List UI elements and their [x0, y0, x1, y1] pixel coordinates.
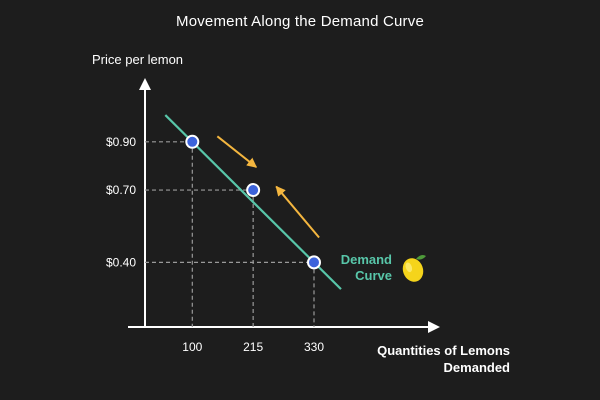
- y-tick-label-2: $0.70: [106, 183, 136, 197]
- chart-title: Movement Along the Demand Curve: [176, 13, 424, 30]
- x-tick-label-1: 100: [182, 340, 202, 354]
- x-axis-label-line-2: Demanded: [443, 360, 510, 375]
- y-tick-label-1: $0.90: [106, 135, 136, 149]
- movement-arrow-2: [275, 185, 320, 239]
- x-axis-label-line-1: Quantities of Lemons: [377, 343, 510, 358]
- y-tick-label-3: $0.40: [106, 255, 136, 269]
- x-axis-label: Quantities of Lemons Demanded: [330, 342, 510, 376]
- movement-arrow-1: [216, 135, 258, 168]
- x-tick-label-2: 215: [243, 340, 263, 354]
- lemon-icon: [402, 255, 426, 282]
- demand-curve-label: Demand Curve: [318, 252, 392, 284]
- data-point-1: [185, 134, 200, 149]
- data-point-3: [307, 255, 321, 270]
- demand-curve-label-line-2: Curve: [355, 268, 392, 283]
- x-tick-label-3: 330: [304, 340, 324, 354]
- y-axis-arrowhead: [139, 78, 151, 90]
- x-axis-arrowhead: [428, 321, 440, 333]
- demand-curve-label-line-1: Demand: [340, 252, 392, 267]
- data-point-2: [246, 183, 261, 198]
- y-axis-label: Price per lemon: [92, 52, 184, 67]
